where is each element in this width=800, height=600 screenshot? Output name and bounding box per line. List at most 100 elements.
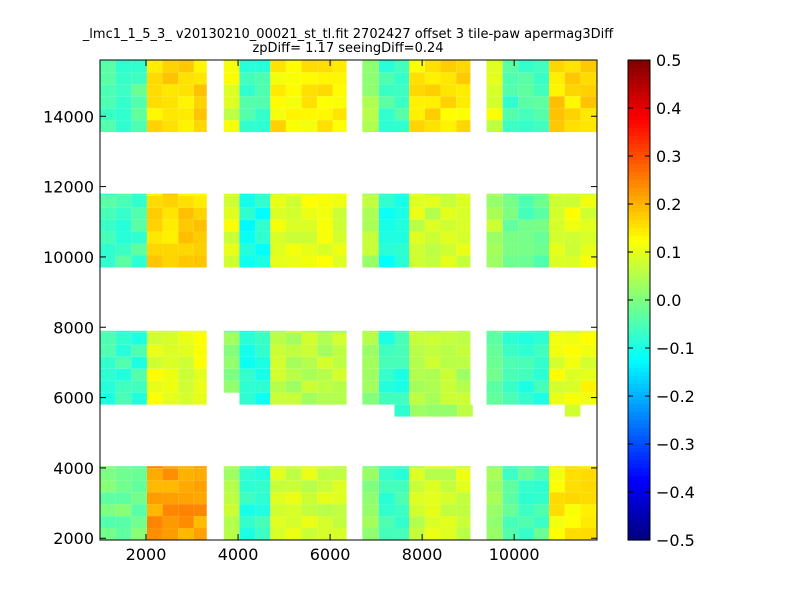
heatmap-cell — [115, 231, 132, 244]
heatmap-cell — [456, 219, 471, 232]
heatmap-cell — [131, 468, 147, 481]
heatmap-cell — [239, 516, 256, 529]
heatmap-cell — [424, 108, 441, 121]
heatmap-cell — [549, 392, 565, 405]
heatmap-cell — [502, 120, 519, 133]
heatmap-cell — [131, 480, 147, 493]
colorbar-segment — [628, 272, 650, 277]
heatmap-cell — [424, 72, 441, 85]
heatmap-cell — [100, 330, 116, 333]
heatmap-cell — [409, 255, 425, 268]
heatmap-cell — [131, 195, 147, 208]
heatmap-cell — [486, 255, 503, 268]
heatmap-cell — [332, 468, 347, 481]
colorbar-segment — [628, 140, 650, 145]
heatmap-cell — [178, 108, 194, 121]
heatmap-cell — [178, 468, 194, 481]
heatmap-cell — [178, 231, 194, 244]
heatmap-cell — [270, 84, 286, 97]
heatmap-cell — [440, 84, 457, 97]
heatmap-cell — [270, 466, 286, 469]
heatmap-cell — [285, 231, 302, 244]
heatmap-cell — [162, 72, 179, 85]
colorbar-segment — [628, 360, 650, 365]
heatmap-cell — [377, 332, 379, 345]
heatmap-cell — [223, 84, 240, 97]
heatmap-cell — [456, 120, 471, 133]
heatmap-cell — [580, 332, 597, 345]
heatmap-cell — [301, 392, 318, 405]
colorbar-segment — [628, 528, 650, 533]
heatmap-cell — [409, 480, 425, 493]
heatmap-cell — [332, 330, 347, 333]
heatmap-cell — [440, 207, 457, 220]
heatmap-cell — [223, 344, 240, 357]
heatmap-cell — [131, 243, 147, 256]
heatmap-cell — [255, 84, 271, 97]
heatmap-cell — [178, 492, 194, 505]
heatmap-cell — [332, 219, 347, 232]
heatmap-cell — [270, 516, 286, 529]
heatmap-cell — [285, 368, 302, 381]
heatmap-cell — [394, 60, 410, 73]
heatmap-cell — [332, 255, 347, 268]
y-tick-label: 12000 — [43, 178, 94, 197]
y-tick-label: 8000 — [53, 318, 94, 337]
heatmap-cell — [178, 380, 194, 393]
heatmap-cell — [394, 528, 410, 540]
heatmap-cell — [362, 380, 378, 393]
colorbar-segment — [628, 60, 650, 65]
heatmap-cell — [362, 332, 378, 345]
heatmap-cell — [564, 404, 581, 417]
heatmap-cell — [239, 332, 256, 345]
colorbar-segment — [628, 384, 650, 389]
heatmap-cell — [549, 120, 565, 133]
heatmap-cell — [486, 60, 503, 73]
heatmap-cell — [456, 255, 471, 268]
heatmap-cell — [146, 231, 163, 244]
heatmap-cell — [549, 492, 565, 505]
heatmap-cell — [394, 332, 410, 345]
colorbar-segment — [628, 236, 650, 241]
colorbar-segment — [628, 424, 650, 429]
colorbar-segment — [628, 228, 650, 233]
heatmap-cell — [317, 468, 333, 481]
heatmap-cell — [239, 480, 256, 493]
heatmap-cell — [549, 255, 565, 268]
heatmap-cell — [317, 380, 333, 393]
heatmap-cell — [377, 243, 379, 256]
heatmap-cell — [440, 108, 457, 121]
heatmap-cell — [100, 344, 116, 357]
colorbar-segment — [628, 488, 650, 493]
colorbar-segment — [628, 176, 650, 181]
heatmap-cell — [394, 120, 410, 133]
heatmap-cell — [317, 120, 333, 133]
heatmap-cell — [440, 492, 457, 505]
heatmap-cell — [270, 255, 286, 268]
heatmap-cell — [270, 368, 286, 381]
heatmap-cell — [378, 108, 395, 121]
colorbar-segment — [628, 232, 650, 237]
heatmap-cell — [394, 356, 410, 369]
heatmap-cell — [362, 60, 378, 73]
heatmap-cell — [146, 193, 163, 196]
colorbar-tick-label: −0.1 — [656, 339, 695, 358]
heatmap-cell — [440, 468, 457, 481]
heatmap-cell — [317, 466, 333, 469]
colorbar-segment — [628, 336, 650, 341]
heatmap-cell — [533, 392, 550, 405]
heatmap-cell — [580, 193, 597, 196]
heatmap-cell — [270, 392, 286, 405]
heatmap-cell — [549, 504, 565, 517]
heatmap-cell — [193, 219, 207, 232]
colorbar-segment — [628, 276, 650, 281]
heatmap-cell — [285, 330, 302, 333]
heatmap-cell — [270, 231, 286, 244]
colorbar-tick-label: −0.4 — [656, 483, 695, 502]
heatmap-cell — [178, 84, 194, 97]
heatmap-cell — [394, 330, 410, 333]
heatmap-cell — [394, 243, 410, 256]
colorbar-segment — [628, 156, 650, 161]
heatmap-cell — [362, 492, 378, 505]
heatmap-cell — [549, 468, 565, 481]
